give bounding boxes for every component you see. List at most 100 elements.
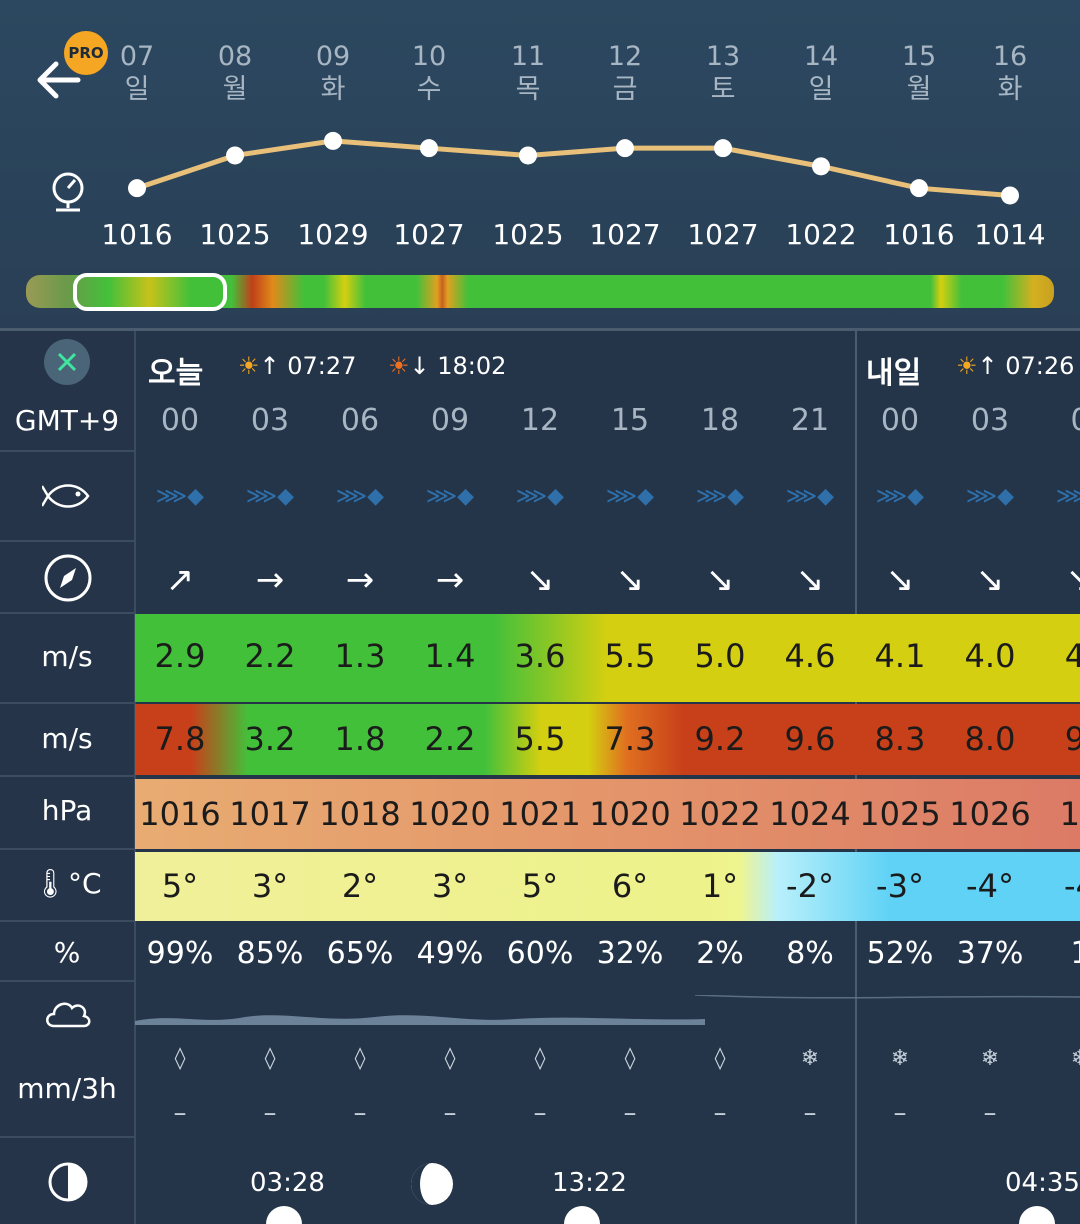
wind-speed-value: 4.6 bbox=[784, 637, 836, 675]
back-arrow-icon[interactable] bbox=[30, 52, 90, 112]
wind-speed-value: 5.0 bbox=[694, 637, 746, 675]
humidity-value: 99% bbox=[146, 936, 214, 971]
day-date: 09 bbox=[315, 41, 351, 72]
wind-speed-value: 3.6 bbox=[514, 637, 566, 675]
day-date: 13 bbox=[705, 41, 741, 72]
moonset-time: 13:22 bbox=[552, 1168, 627, 1198]
day-date: 15 bbox=[901, 41, 937, 72]
pressure-value: 1029 bbox=[297, 218, 369, 251]
raindrop-icon: ◊ bbox=[354, 1046, 366, 1071]
temperature-unit-label: 🌡°C bbox=[32, 867, 102, 900]
pressure-point bbox=[910, 179, 928, 198]
pressure-point bbox=[226, 146, 244, 165]
pressure-cell-value: 1021 bbox=[499, 795, 581, 833]
day-header[interactable]: 15 월 bbox=[889, 40, 949, 106]
wind-direction-arrow: → bbox=[435, 560, 465, 600]
wind-gust-value: 8.3 bbox=[874, 720, 926, 758]
day-header[interactable]: 11 목 bbox=[498, 40, 558, 106]
raindrop-icon: ◊ bbox=[534, 1046, 546, 1071]
pressure-point bbox=[420, 139, 438, 158]
day-header[interactable]: 12 금 bbox=[595, 40, 655, 106]
forecast-timeline-bar[interactable] bbox=[26, 275, 1054, 308]
thermometer-icon: 🌡 bbox=[32, 867, 68, 900]
pressure-cell-value: 1024 bbox=[769, 795, 851, 833]
wind-speed-value: 4. bbox=[1064, 637, 1080, 675]
precip-unit-label: mm/3h bbox=[17, 1072, 117, 1105]
fish-activity-icon: ⋙◆ bbox=[335, 484, 385, 509]
wind-speed-value: 2.9 bbox=[154, 637, 206, 675]
day-header[interactable]: 14 일 bbox=[791, 40, 851, 106]
pressure-point bbox=[714, 139, 732, 158]
humidity-value: 2% bbox=[696, 936, 744, 971]
precip-value: – bbox=[803, 1098, 817, 1128]
temperature-value: 6° bbox=[611, 867, 649, 905]
pressure-point bbox=[616, 139, 634, 158]
day-header[interactable]: 09 화 bbox=[303, 40, 363, 106]
sunrise-today: ☀↑ 07:27 bbox=[238, 352, 357, 380]
sunrise-tomorrow: ☀↑ 07:26 bbox=[956, 352, 1075, 380]
pressure-value: 1025 bbox=[199, 218, 271, 251]
fish-activity-icon: ⋙◆ bbox=[1055, 484, 1080, 509]
pressure-cell-value: 1020 bbox=[589, 795, 671, 833]
precip-value: – bbox=[353, 1098, 367, 1128]
precip-value: – bbox=[533, 1098, 547, 1128]
pressure-gauge-icon bbox=[52, 172, 84, 212]
precip-value: – bbox=[893, 1098, 907, 1128]
day-of-week: 일 bbox=[124, 74, 150, 105]
hour-label: 21 bbox=[790, 403, 830, 438]
day-header[interactable]: 07 일 bbox=[107, 40, 167, 106]
moon-phase-icon bbox=[411, 1163, 453, 1205]
divider bbox=[0, 848, 134, 850]
pressure-cell-value: 1025 bbox=[859, 795, 941, 833]
precip-value: – bbox=[443, 1098, 457, 1128]
divider bbox=[0, 980, 134, 982]
temperature-value: -2° bbox=[786, 867, 834, 905]
day-header[interactable]: 16 화 bbox=[980, 40, 1040, 106]
fish-activity-icon: ⋙◆ bbox=[515, 484, 565, 509]
pressure-cell-value: 1026 bbox=[949, 795, 1031, 833]
day-of-week: 월 bbox=[222, 74, 248, 105]
temperature-value: 3° bbox=[251, 867, 289, 905]
temperature-value: 2° bbox=[341, 867, 379, 905]
humidity-value: 49% bbox=[416, 936, 484, 971]
wind-gust-row bbox=[135, 704, 1080, 775]
humidity-value: 32% bbox=[596, 936, 664, 971]
humidity-value: 85% bbox=[236, 936, 304, 971]
close-button[interactable] bbox=[44, 339, 90, 385]
day-date: 11 bbox=[510, 41, 546, 72]
day-header[interactable]: 10 수 bbox=[399, 40, 459, 106]
pressure-value: 1014 bbox=[974, 218, 1046, 251]
hour-label: 0 bbox=[1035, 403, 1080, 438]
pressure-value: 1025 bbox=[492, 218, 564, 251]
fish-icon bbox=[42, 484, 90, 508]
hour-label: 15 bbox=[610, 403, 650, 438]
fish-activity-icon: ⋙◆ bbox=[695, 484, 745, 509]
cloud-icon bbox=[46, 1002, 91, 1028]
wind-gust-value: 1.8 bbox=[334, 720, 386, 758]
fish-activity-icon: ⋙◆ bbox=[425, 484, 475, 509]
day-divider bbox=[855, 331, 857, 1224]
sunset-icon: ☀ bbox=[388, 352, 410, 380]
pressure-point bbox=[519, 146, 537, 165]
day-header[interactable]: 13 토 bbox=[693, 40, 753, 106]
sunrise-icon: ☀ bbox=[238, 352, 260, 380]
divider bbox=[0, 775, 134, 777]
hour-label: 06 bbox=[340, 403, 380, 438]
day-of-week: 토 bbox=[710, 74, 736, 105]
pressure-point bbox=[1001, 186, 1019, 205]
pressure-point bbox=[128, 179, 146, 198]
day-of-week: 화 bbox=[997, 74, 1023, 105]
fish-activity-icon: ⋙◆ bbox=[605, 484, 655, 509]
day-header[interactable]: 08 월 bbox=[205, 40, 265, 106]
wind-gust-value: 9.2 bbox=[694, 720, 746, 758]
day-date: 12 bbox=[607, 41, 643, 72]
pressure-cell-value: 1018 bbox=[319, 795, 401, 833]
pressure-cell-value: 10 bbox=[1059, 795, 1080, 833]
pressure-chart bbox=[128, 131, 1019, 205]
pro-badge[interactable]: PRO bbox=[64, 31, 108, 75]
day-date: 10 bbox=[411, 41, 447, 72]
timeline-selection-handle[interactable] bbox=[73, 273, 227, 311]
wind-gust-value: 7.3 bbox=[604, 720, 656, 758]
pressure-line bbox=[136, 138, 1011, 198]
hour-label: 00 bbox=[160, 403, 200, 438]
